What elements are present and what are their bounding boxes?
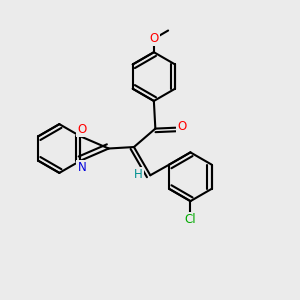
Text: N: N	[78, 161, 86, 174]
Text: H: H	[134, 168, 143, 181]
Text: O: O	[149, 32, 158, 45]
Text: O: O	[77, 123, 87, 136]
Text: O: O	[178, 120, 187, 133]
Text: Cl: Cl	[184, 213, 196, 226]
